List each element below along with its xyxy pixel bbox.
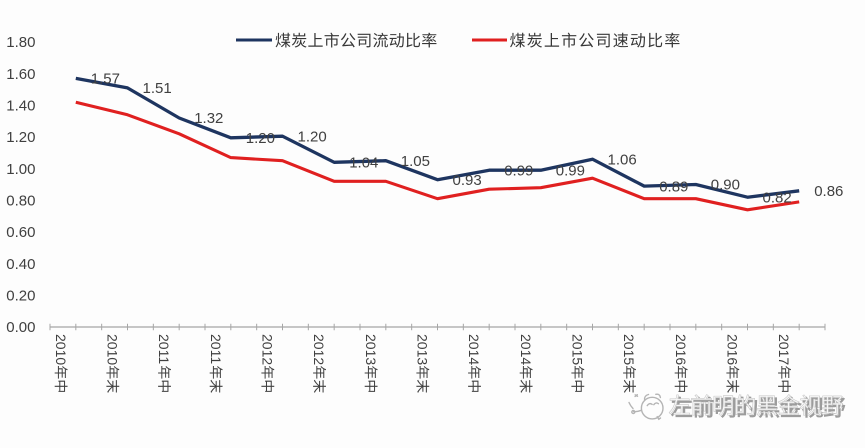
svg-text:1.60: 1.60 (6, 66, 35, 83)
svg-text:0.99: 0.99 (504, 162, 533, 179)
svg-text:2017: 2017 (776, 334, 792, 365)
svg-text:0.89: 0.89 (659, 178, 688, 195)
svg-text:0.80: 0.80 (6, 193, 35, 210)
svg-text:1.06: 1.06 (608, 151, 637, 168)
svg-text:1.20: 1.20 (246, 130, 275, 147)
svg-text:1.32: 1.32 (194, 110, 223, 127)
svg-text:2012: 2012 (260, 334, 276, 365)
svg-text:0.40: 0.40 (6, 256, 35, 273)
svg-text:0.86: 0.86 (814, 183, 843, 200)
svg-text:2011: 2011 (208, 334, 224, 364)
svg-text:2015: 2015 (570, 334, 586, 365)
svg-text:2012: 2012 (311, 334, 327, 365)
svg-text:2014: 2014 (466, 334, 482, 365)
svg-text:0.93: 0.93 (453, 172, 482, 189)
svg-text:0.99: 0.99 (556, 162, 585, 179)
svg-text:1.51: 1.51 (143, 80, 172, 97)
svg-text:2013: 2013 (363, 334, 379, 365)
svg-text:2014: 2014 (518, 334, 534, 365)
svg-text:2010: 2010 (53, 334, 69, 365)
svg-text:1.20: 1.20 (298, 128, 327, 145)
svg-text:2013: 2013 (415, 334, 431, 365)
svg-text:2010: 2010 (105, 334, 121, 365)
svg-text:1.04: 1.04 (349, 155, 378, 172)
svg-text:1.00: 1.00 (6, 161, 35, 178)
svg-text:0.82: 0.82 (763, 189, 792, 206)
svg-text:2016: 2016 (725, 334, 741, 365)
svg-text:1.20: 1.20 (6, 129, 35, 146)
svg-text:0.90: 0.90 (711, 177, 740, 194)
svg-text:1.57: 1.57 (91, 71, 120, 88)
svg-text:2015: 2015 (621, 334, 637, 365)
svg-text:1.40: 1.40 (6, 98, 35, 115)
svg-text:1.05: 1.05 (401, 153, 430, 170)
svg-text:0.20: 0.20 (6, 288, 35, 305)
svg-text:0.00: 0.00 (6, 319, 35, 336)
svg-text:2011: 2011 (156, 334, 172, 364)
svg-text:0.60: 0.60 (6, 224, 35, 241)
svg-text:2016: 2016 (673, 334, 689, 365)
svg-text:1.80: 1.80 (6, 34, 35, 51)
